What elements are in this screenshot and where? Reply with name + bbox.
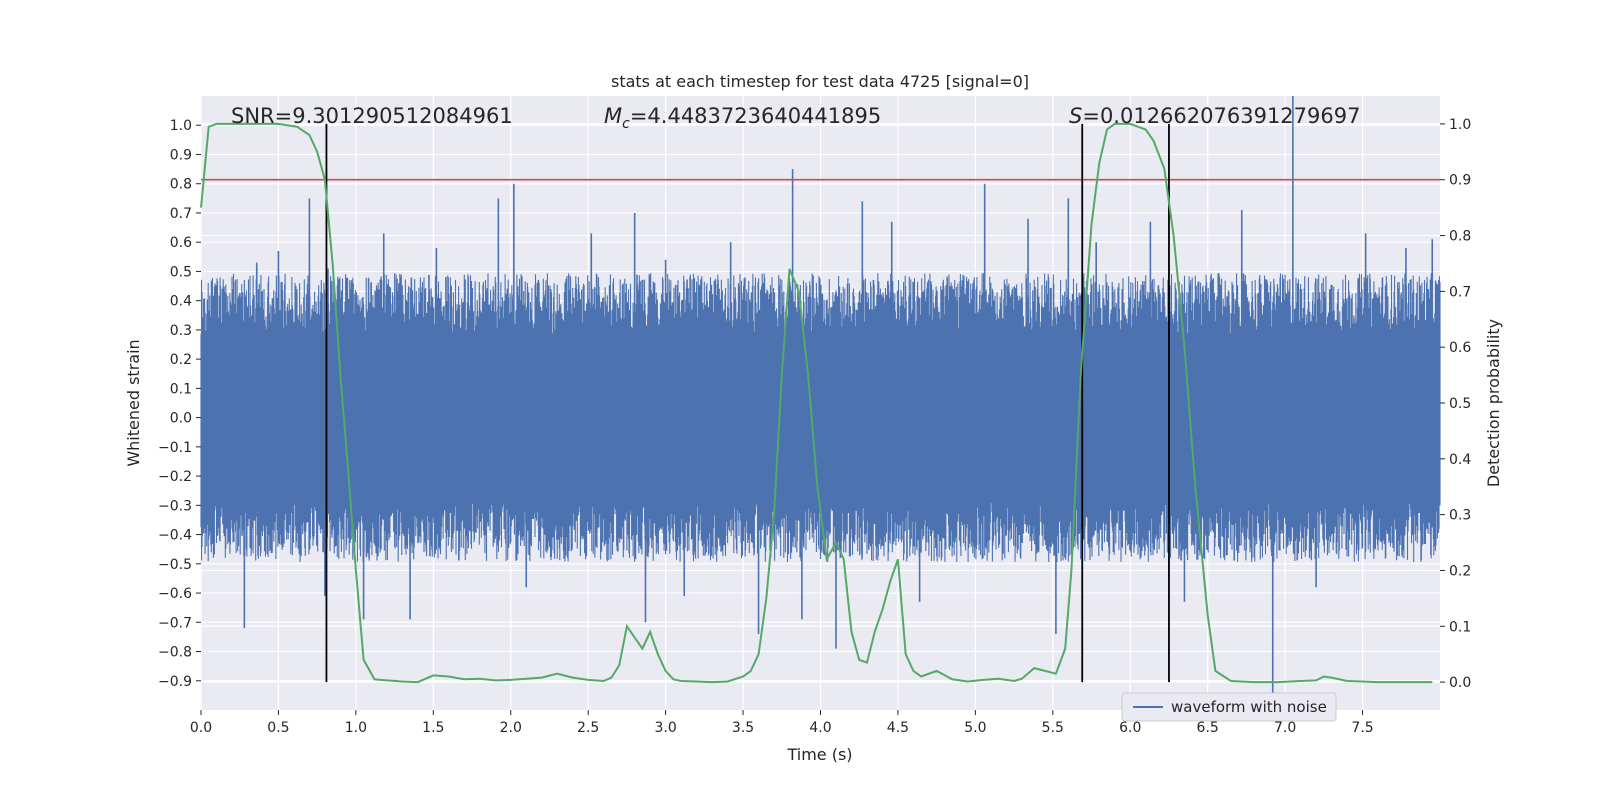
y-left-tick-label: −0.7 <box>158 615 192 631</box>
y-left-tick-label: 0.5 <box>170 264 192 280</box>
y-left-tick-label: 0.2 <box>170 352 192 368</box>
x-tick-label: 4.0 <box>809 720 831 736</box>
chirp-mass-subscript: c <box>622 116 630 132</box>
x-tick-label: 7.5 <box>1351 720 1373 736</box>
chirp-mass-annotation: Mc=4.4483723640441895 <box>604 104 881 132</box>
y-right-tick-label: 0.7 <box>1449 284 1471 300</box>
y-right-tick-label: 0.9 <box>1449 173 1471 189</box>
s-symbol: S <box>1069 104 1082 128</box>
y-axis-left-label: Whitened strain <box>124 339 143 466</box>
y-right-tick-label: 0.2 <box>1449 563 1471 579</box>
snr-annotation: SNR=9.301290512084961 <box>231 104 513 128</box>
y-left-tick-label: 0.1 <box>170 381 192 397</box>
y-right-tick-label: 1.0 <box>1449 117 1471 133</box>
y-right-tick-label: 0.6 <box>1449 340 1471 356</box>
chart-title: stats at each timestep for test data 472… <box>611 72 1029 91</box>
y-left-tick-label: −0.6 <box>158 586 192 602</box>
y-left-tick-label: −0.8 <box>158 645 192 661</box>
y-left-tick-label: −0.3 <box>158 498 192 514</box>
y-left-tick-label: 0.4 <box>170 294 192 310</box>
y-left-tick-label: −0.1 <box>158 440 192 456</box>
y-right-tick-label: 0.5 <box>1449 396 1471 412</box>
chirp-mass-value: =4.4483723640441895 <box>630 104 881 128</box>
s-value: =0.012662076391279697 <box>1082 104 1360 128</box>
legend-label: waveform with noise <box>1171 698 1327 716</box>
y-left-tick-label: 0.8 <box>170 177 192 193</box>
axes: 0.0 0.5 1.0 1.5 2.0 2.5 3.0 3.5 4.0 4.5 5.0 5.5 6.0 6… <box>158 117 1471 736</box>
y-axis-right-label: Detection probability <box>1484 319 1503 487</box>
y-right-tick-label: 0.8 <box>1449 229 1471 245</box>
x-tick-label: 0.5 <box>267 720 289 736</box>
y-left-tick-label: 0.0 <box>170 411 192 427</box>
y-left-tick-label: −0.2 <box>158 469 192 485</box>
x-tick-label: 5.5 <box>1042 720 1064 736</box>
legend: waveform with noise <box>1121 692 1337 722</box>
y-right-tick-label: 0.1 <box>1449 619 1471 635</box>
y-right-tick-label: 0.0 <box>1449 675 1471 691</box>
chirp-mass-symbol: M <box>604 104 622 128</box>
x-tick-label: 2.0 <box>500 720 522 736</box>
overlay-lines <box>201 123 1440 683</box>
y-left-tick-label: 1.0 <box>170 118 192 134</box>
strain-series <box>200 96 1441 708</box>
probability-line <box>200 122 1433 684</box>
y-right-tick-label: 0.3 <box>1449 508 1471 524</box>
probability-series <box>200 122 1433 684</box>
x-tick-label: 1.5 <box>422 720 444 736</box>
strain-waveform <box>200 273 1441 562</box>
y-left-tick-label: −0.4 <box>158 528 192 544</box>
x-tick-label: 6.5 <box>1197 720 1219 736</box>
x-tick-label: 6.0 <box>1119 720 1141 736</box>
y-left-tick-label: −0.9 <box>158 674 192 690</box>
x-tick-label: 2.5 <box>577 720 599 736</box>
y-left-tick-label: −0.5 <box>158 557 192 573</box>
y-right-tick-label: 0.4 <box>1449 452 1471 468</box>
y-left-tick-label: 0.3 <box>170 323 192 339</box>
legend-box <box>1121 692 1337 722</box>
x-tick-label: 4.5 <box>887 720 909 736</box>
x-tick-label: 5.0 <box>964 720 986 736</box>
y-left-tick-label: 0.9 <box>170 147 192 163</box>
x-tick-label: 3.5 <box>732 720 754 736</box>
x-tick-label: 0.0 <box>190 720 212 736</box>
x-axis-label: Time (s) <box>786 745 852 764</box>
s-annotation: S=0.012662076391279697 <box>1069 104 1360 128</box>
x-tick-label: 7.0 <box>1274 720 1296 736</box>
x-tick-label: 1.0 <box>345 720 367 736</box>
y-left-tick-label: 0.7 <box>170 206 192 222</box>
y-left-tick-label: 0.6 <box>170 235 192 251</box>
x-tick-label: 3.0 <box>654 720 676 736</box>
